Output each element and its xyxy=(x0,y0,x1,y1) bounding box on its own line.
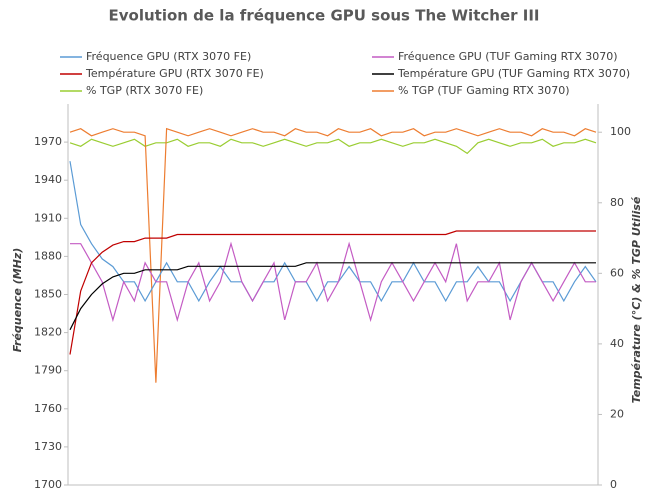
y-tick-label: 1700 xyxy=(34,478,62,491)
y-tick-label: 1760 xyxy=(34,402,62,415)
y-tick-label: 1970 xyxy=(34,135,62,148)
y-tick-label: 1790 xyxy=(34,364,62,377)
y2-tick-label: 0 xyxy=(610,478,617,491)
series-line xyxy=(69,161,597,303)
legend-label: Fréquence GPU (TUF Gaming RTX 3070) xyxy=(398,50,618,63)
series-line xyxy=(69,138,597,155)
series-line xyxy=(69,262,596,331)
series-line xyxy=(69,230,596,355)
legend-label: Température GPU (TUF Gaming RTX 3070) xyxy=(397,67,630,80)
series-line xyxy=(69,127,597,383)
y-tick-label: 1880 xyxy=(34,249,62,262)
y2-tick-label: 40 xyxy=(610,337,624,350)
y-tick-label: 1940 xyxy=(34,173,62,186)
y-tick-label: 1850 xyxy=(34,288,62,301)
y-tick-label: 1910 xyxy=(34,211,62,224)
legend-label: % TGP (TUF Gaming RTX 3070) xyxy=(398,84,570,97)
y2-tick-label: 20 xyxy=(610,407,624,420)
y2-tick-label: 60 xyxy=(610,266,624,279)
y2-axis-label: Température (°C) & % TGP Utilisé xyxy=(630,196,643,403)
y2-tick-label: 100 xyxy=(610,125,631,138)
y-tick-label: 1730 xyxy=(34,440,62,453)
legend-label: Température GPU (RTX 3070 FE) xyxy=(85,67,264,80)
legend-label: % TGP (RTX 3070 FE) xyxy=(86,84,203,97)
y2-tick-label: 80 xyxy=(610,196,624,209)
chart-title: Evolution de la fréquence GPU sous The W… xyxy=(109,7,540,25)
y-tick-label: 1820 xyxy=(34,326,62,339)
legend-label: Fréquence GPU (RTX 3070 FE) xyxy=(86,50,251,63)
y-axis-label: Fréquence (MHz) xyxy=(11,248,24,353)
series-line xyxy=(70,241,596,323)
